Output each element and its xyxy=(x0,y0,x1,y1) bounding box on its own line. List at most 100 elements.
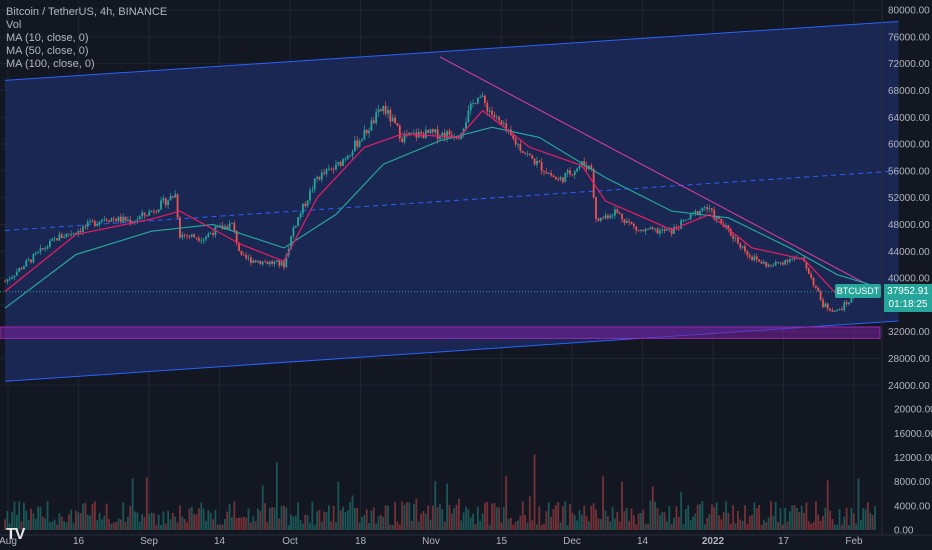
volume-bar xyxy=(793,505,796,530)
candle-body xyxy=(843,302,846,311)
volume-bar xyxy=(32,513,35,530)
candle-body xyxy=(446,130,448,139)
candle-body xyxy=(311,189,314,191)
volume-bar xyxy=(415,498,418,530)
candle-body xyxy=(682,219,685,221)
volume-bar xyxy=(547,502,550,530)
candle-body xyxy=(505,123,508,131)
candle-body xyxy=(117,216,120,222)
volume-bar xyxy=(320,521,323,530)
candle-body xyxy=(531,155,534,159)
candle-body xyxy=(145,215,148,217)
volume-bar xyxy=(153,513,155,530)
volume-bar xyxy=(247,508,250,530)
volume-bar xyxy=(6,510,9,530)
volume-bar xyxy=(448,505,451,530)
candle-body xyxy=(365,129,368,134)
legend-vol: Vol xyxy=(6,19,22,31)
volume-bar xyxy=(143,516,146,530)
volume-bar xyxy=(25,510,28,530)
volume-bar xyxy=(680,491,683,530)
support-zone xyxy=(0,326,881,339)
volume-bar xyxy=(417,521,420,530)
candle-body xyxy=(536,160,538,165)
candle-body xyxy=(424,129,427,139)
candle-body xyxy=(841,308,843,311)
volume-bar xyxy=(413,503,415,530)
volume-bar xyxy=(476,506,479,530)
candle-body xyxy=(75,233,77,234)
volume-bar xyxy=(384,505,387,530)
candle-body xyxy=(169,196,172,201)
candle-body xyxy=(727,225,730,229)
candle-body xyxy=(656,228,659,234)
volume-bar xyxy=(195,514,198,530)
candle-body xyxy=(630,222,633,224)
candle-body xyxy=(335,164,337,170)
volume-bar xyxy=(788,511,791,530)
volume-bar xyxy=(450,513,453,530)
candle-body xyxy=(462,128,465,134)
candle-body xyxy=(753,256,756,261)
volume-bar xyxy=(647,523,649,530)
candle-body xyxy=(332,168,335,170)
volume-bar xyxy=(524,515,527,530)
candle-body xyxy=(807,268,810,274)
candle-body xyxy=(318,176,321,180)
volume-bar xyxy=(127,516,129,530)
volume-bar xyxy=(479,520,482,530)
candle-body xyxy=(765,261,768,267)
candle-body xyxy=(186,235,188,237)
candle-body xyxy=(141,212,144,217)
candle-body xyxy=(838,308,841,310)
volume-bar xyxy=(396,521,399,530)
volume-bar xyxy=(841,524,843,530)
candle-body xyxy=(108,220,110,222)
volume-bar xyxy=(744,505,746,530)
volume-bar xyxy=(304,514,307,530)
candle-body xyxy=(372,120,375,124)
time-axis-tick: 14 xyxy=(637,536,649,547)
candle-body xyxy=(658,230,661,234)
candle-body xyxy=(611,215,614,217)
candle-body xyxy=(476,97,479,104)
volume-bar xyxy=(75,510,77,530)
volume-bar xyxy=(179,505,181,530)
volume-bar xyxy=(595,509,597,530)
candle-body xyxy=(554,177,557,180)
volume-bar xyxy=(441,509,444,530)
volume-bar xyxy=(44,518,47,530)
volume-bar xyxy=(706,517,709,530)
volume-bar xyxy=(46,500,49,530)
volume-bar xyxy=(65,522,68,530)
candle-body xyxy=(356,140,359,147)
volume-bar xyxy=(103,515,106,530)
candle-body xyxy=(96,223,99,226)
ma50-line xyxy=(4,126,876,309)
candle-body xyxy=(420,131,422,134)
volume-bar xyxy=(18,501,21,530)
volume-bar xyxy=(422,511,425,530)
volume-bar xyxy=(79,513,82,530)
candle-body xyxy=(571,174,574,176)
volume-bar xyxy=(318,509,321,530)
volume-bar xyxy=(673,517,675,530)
candle-body xyxy=(53,238,56,240)
volume-bar xyxy=(505,476,508,530)
candle-body xyxy=(346,156,349,159)
candle-body xyxy=(826,303,829,309)
candle-body xyxy=(729,228,732,236)
candle-body xyxy=(519,144,522,151)
candle-body xyxy=(677,228,680,230)
candle-body xyxy=(115,219,118,222)
volume-bar xyxy=(760,524,763,530)
candle-body xyxy=(11,277,13,279)
candle-body xyxy=(614,209,616,216)
candle-body xyxy=(209,233,212,235)
volume-bar xyxy=(209,512,212,530)
candle-body xyxy=(448,130,451,135)
candle-body xyxy=(160,200,162,210)
time-axis-tick: 15 xyxy=(496,536,508,547)
candle-body xyxy=(384,106,387,114)
